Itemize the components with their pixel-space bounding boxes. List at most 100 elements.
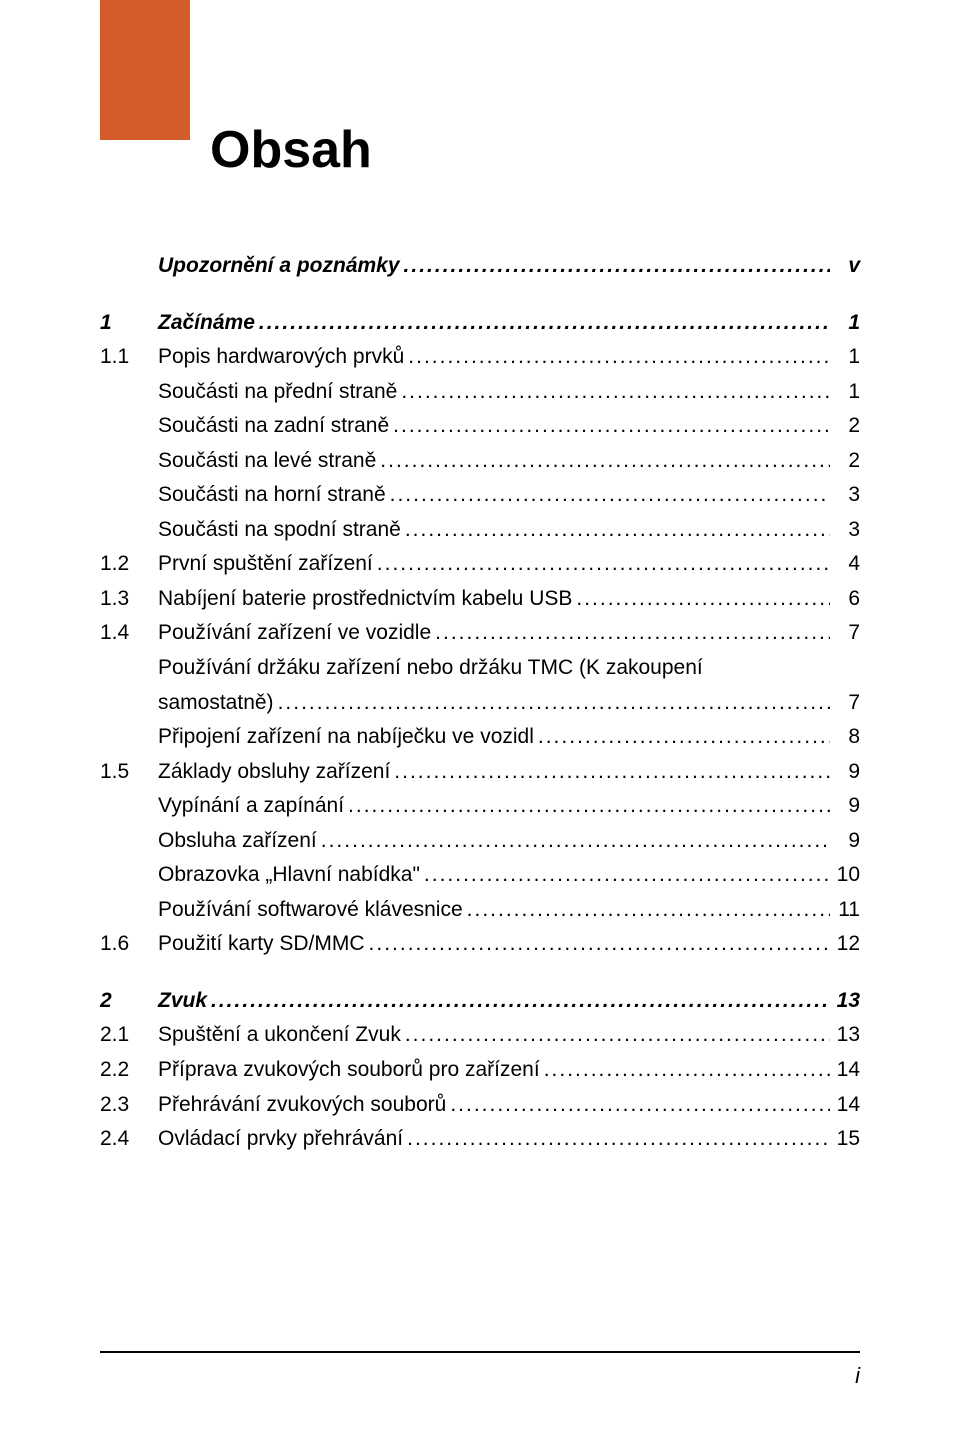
toc-row: Součásti na spodní straně 3	[100, 514, 860, 547]
toc-dots	[572, 583, 830, 616]
toc-row: Připojení zařízení na nabíječku ve vozid…	[100, 721, 860, 754]
toc-label: Součásti na levé straně	[158, 445, 376, 478]
toc-label: Popis hardwarových prvků	[158, 341, 404, 374]
toc-row: samostatně) 7	[100, 687, 860, 720]
page-number: i	[855, 1363, 860, 1389]
toc-page: 7	[830, 617, 860, 650]
toc-row: 1.1Popis hardwarových prvků 1	[100, 341, 860, 374]
toc-row: Obrazovka „Hlavní nabídka" 10	[100, 859, 860, 892]
toc-page: 10	[830, 859, 860, 892]
toc-page: 1	[830, 376, 860, 409]
toc-row: 1.3Nabíjení baterie prostřednictvím kabe…	[100, 583, 860, 616]
toc-number: 2.4	[100, 1123, 158, 1156]
toc-label: Obrazovka „Hlavní nabídka"	[158, 859, 420, 892]
toc-page: 14	[830, 1054, 860, 1087]
toc-number: 1.3	[100, 583, 158, 616]
toc-dots	[389, 410, 830, 443]
toc-page: 9	[830, 790, 860, 823]
toc-dots	[365, 928, 830, 961]
toc-dots	[274, 687, 830, 720]
toc-page: 2	[830, 445, 860, 478]
toc-row: 1.6Použití karty SD/MMC12	[100, 928, 860, 961]
toc-label: Upozornění a poznámky	[158, 250, 400, 283]
toc-dots	[397, 376, 830, 409]
toc-dots	[420, 859, 830, 892]
toc-row: Obsluha zařízení9	[100, 825, 860, 858]
toc-dots	[376, 445, 830, 478]
toc-label: Ovládací prvky přehrávání	[158, 1123, 403, 1156]
toc-dots	[446, 1089, 830, 1122]
toc-page: 9	[830, 756, 860, 789]
toc-number: 2.3	[100, 1089, 158, 1122]
toc-dots	[403, 1123, 830, 1156]
toc-label: Používání držáku zařízení nebo držáku TM…	[158, 652, 703, 685]
toc-page: 1	[830, 307, 860, 340]
toc-page: 15	[830, 1123, 860, 1156]
toc-dots	[401, 1019, 830, 1052]
toc-dots	[534, 721, 830, 754]
toc-page: 4	[830, 548, 860, 581]
toc-row: 1.4Používání zařízení ve vozidle 7	[100, 617, 860, 650]
toc-page: 11	[830, 894, 860, 927]
toc-page: 2	[830, 410, 860, 443]
toc-label: samostatně)	[158, 687, 274, 720]
toc-number: 2	[100, 985, 158, 1018]
toc-dots	[463, 894, 830, 927]
toc-row: 2.1Spuštění a ukončení Zvuk13	[100, 1019, 860, 1052]
toc-page: 1	[830, 341, 860, 374]
toc-row: Součásti na zadní straně2	[100, 410, 860, 443]
toc-row: 2Zvuk13	[100, 985, 860, 1018]
toc-dots	[540, 1054, 830, 1087]
toc-page: 13	[830, 1019, 860, 1052]
toc-label: Použití karty SD/MMC	[158, 928, 365, 961]
toc-row: 1.5Základy obsluhy zařízení 9	[100, 756, 860, 789]
toc-label: Zvuk	[158, 985, 207, 1018]
toc-row: 2.3Přehrávání zvukových souborů 14	[100, 1089, 860, 1122]
toc-row: Součásti na horní straně3	[100, 479, 860, 512]
toc-page: 14	[830, 1089, 860, 1122]
toc-label: Začínáme	[158, 307, 255, 340]
toc-dots	[255, 307, 830, 340]
toc-number: 1.5	[100, 756, 158, 789]
toc-dots	[344, 790, 830, 823]
toc-dots	[373, 548, 830, 581]
toc-number: 1.1	[100, 341, 158, 374]
toc-row: 2.4Ovládací prvky přehrávání 15	[100, 1123, 860, 1156]
toc-label: Obsluha zařízení	[158, 825, 317, 858]
page-title: Obsah	[210, 60, 860, 180]
toc-label: První spuštění zařízení	[158, 548, 373, 581]
accent-block	[100, 0, 190, 140]
toc-label: Příprava zvukových souborů pro zařízení	[158, 1054, 540, 1087]
toc-label: Základy obsluhy zařízení	[158, 756, 390, 789]
toc-row: Součásti na přední straně 1	[100, 376, 860, 409]
toc-label: Přehrávání zvukových souborů	[158, 1089, 446, 1122]
toc-dots	[207, 985, 830, 1018]
toc-label: Spuštění a ukončení Zvuk	[158, 1019, 401, 1052]
toc-label: Součásti na přední straně	[158, 376, 397, 409]
toc-page: 8	[830, 721, 860, 754]
toc-dots	[317, 825, 830, 858]
toc-row: Používání držáku zařízení nebo držáku TM…	[100, 652, 860, 685]
toc-dots	[390, 756, 830, 789]
table-of-contents: Upozornění a poznámkyv1Začínáme11.1Popis…	[100, 250, 860, 1156]
toc-page: 3	[830, 514, 860, 547]
toc-row: Vypínání a zapínání 9	[100, 790, 860, 823]
toc-label: Nabíjení baterie prostřednictvím kabelu …	[158, 583, 572, 616]
toc-number: 2.2	[100, 1054, 158, 1087]
toc-page: 6	[830, 583, 860, 616]
toc-row: 1.2První spuštění zařízení 4	[100, 548, 860, 581]
toc-label: Používání zařízení ve vozidle	[158, 617, 431, 650]
toc-dots	[404, 341, 830, 374]
toc-dots	[400, 250, 830, 283]
toc-number: 1.4	[100, 617, 158, 650]
toc-row: Součásti na levé straně 2	[100, 445, 860, 478]
toc-label: Součásti na spodní straně	[158, 514, 401, 547]
toc-dots	[386, 479, 830, 512]
toc-page: 7	[830, 687, 860, 720]
toc-page: v	[830, 250, 860, 283]
toc-label: Součásti na horní straně	[158, 479, 386, 512]
toc-dots	[401, 514, 830, 547]
toc-number: 1.2	[100, 548, 158, 581]
toc-label: Vypínání a zapínání	[158, 790, 344, 823]
toc-number: 1	[100, 307, 158, 340]
